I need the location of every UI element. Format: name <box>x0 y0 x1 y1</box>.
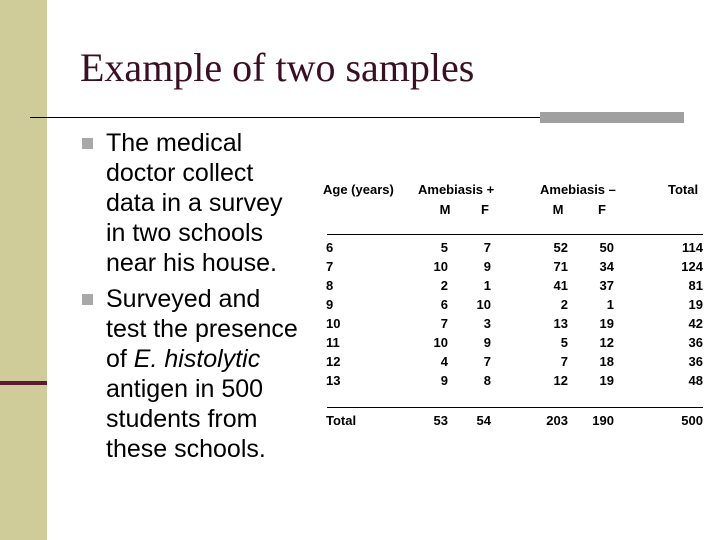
square-bullet-icon <box>82 138 93 149</box>
bullet-text: antigen in 500 students from these schoo… <box>106 375 266 463</box>
pos-female-cell: 8 <box>483 373 491 388</box>
age-cell: 6 <box>326 240 334 255</box>
pos-female-cell: 54 <box>476 413 491 428</box>
pos-male-cell: 4 <box>440 354 448 369</box>
pos-female-cell: 9 <box>483 259 491 274</box>
header-amebiasis-positive: Amebiasis + <box>418 182 495 197</box>
pos-male-cell: 10 <box>433 259 448 274</box>
neg-male-cell: 203 <box>546 413 568 428</box>
total-cell: 500 <box>681 413 703 428</box>
bullet-text: Surveyed and test the presence of <box>106 285 298 373</box>
total-cell: 36 <box>688 354 703 369</box>
total-cell: 81 <box>688 278 703 293</box>
pos-male-cell: 53 <box>433 413 448 428</box>
age-cell: 7 <box>326 259 334 274</box>
pos-male-cell: 9 <box>440 373 448 388</box>
neg-male-cell: 5 <box>560 335 568 350</box>
total-cell: 114 <box>682 240 703 255</box>
neg-male-cell: 2 <box>560 297 568 312</box>
total-cell: 48 <box>688 373 703 388</box>
header-female-pos: F <box>481 202 489 217</box>
total-cell: 19 <box>688 297 703 312</box>
neg-male-cell: 52 <box>553 240 568 255</box>
header-male-neg: M <box>552 202 564 217</box>
pos-male-cell: 6 <box>440 297 448 312</box>
header-amebiasis-negative: Amebiasis – <box>540 182 616 197</box>
pos-male-cell: 10 <box>433 335 448 350</box>
pos-female-cell: 3 <box>483 316 491 331</box>
title-rule <box>30 117 684 118</box>
neg-female-cell: 19 <box>599 373 614 388</box>
age-cell: 13 <box>326 373 341 388</box>
bullet-item: The medical doctor collect data in a sur… <box>82 128 302 278</box>
left-decor-bar <box>0 0 47 540</box>
pos-female-cell: 7 <box>483 354 491 369</box>
neg-male-cell: 13 <box>553 316 568 331</box>
header-male-pos: M <box>439 202 451 217</box>
pos-female-cell: 7 <box>483 240 491 255</box>
left-accent-line <box>0 381 47 385</box>
total-cell: 36 <box>688 335 703 350</box>
bullet-item: Surveyed and test the presence of E. his… <box>82 284 302 464</box>
pos-male-cell: 5 <box>440 240 448 255</box>
neg-female-cell: 19 <box>599 316 614 331</box>
neg-male-cell: 41 <box>553 278 568 293</box>
pos-male-cell: 2 <box>440 278 448 293</box>
header-age: Age (years) <box>323 182 394 197</box>
pos-female-cell: 9 <box>483 335 491 350</box>
bullet-list: The medical doctor collect data in a sur… <box>82 128 302 470</box>
neg-male-cell: 12 <box>553 373 568 388</box>
age-cell: 9 <box>326 297 334 312</box>
age-cell: 12 <box>326 354 341 369</box>
neg-male-cell: 7 <box>560 354 568 369</box>
pos-female-cell: 1 <box>483 278 491 293</box>
neg-female-cell: 37 <box>599 278 614 293</box>
bullet-italic-text: E. histolytic <box>133 345 261 373</box>
pos-male-cell: 7 <box>440 316 448 331</box>
age-cell: 10 <box>326 316 341 331</box>
header-total: Total <box>668 182 699 197</box>
header-female-neg: F <box>598 202 606 217</box>
square-bullet-icon <box>82 294 93 305</box>
age-cell: 11 <box>326 335 340 350</box>
age-cell: Total <box>326 413 357 428</box>
neg-female-cell: 34 <box>599 259 614 274</box>
table-header-rule <box>327 234 703 235</box>
total-cell: 124 <box>681 259 703 274</box>
pos-female-cell: 10 <box>476 297 491 312</box>
table-total-rule <box>327 407 703 408</box>
neg-female-cell: 190 <box>592 413 614 428</box>
slide-title: Example of two samples <box>80 45 475 90</box>
age-cell: 8 <box>326 278 334 293</box>
neg-female-cell: 50 <box>599 240 614 255</box>
neg-female-cell: 12 <box>599 335 614 350</box>
neg-female-cell: 1 <box>606 297 614 312</box>
total-cell: 42 <box>688 316 703 331</box>
neg-female-cell: 18 <box>599 354 614 369</box>
bullet-text: The medical doctor collect data in a sur… <box>106 129 283 277</box>
title-rule-accent <box>540 112 684 123</box>
neg-male-cell: 71 <box>553 259 568 274</box>
